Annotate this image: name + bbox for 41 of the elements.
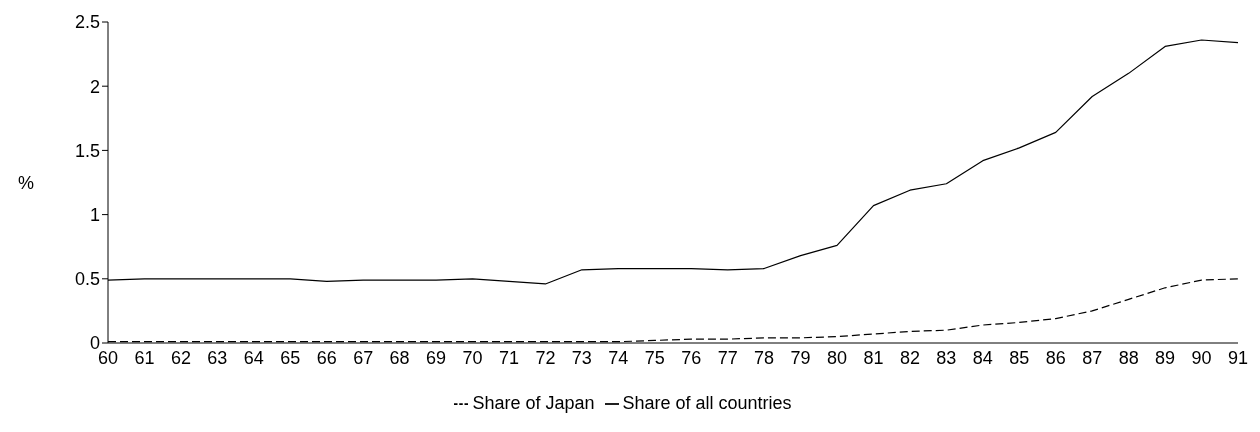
x-tick-label: 81 [863,347,884,368]
y-tick-label: 1 [89,204,100,225]
x-tick-label: 85 [1009,347,1030,368]
x-tick-label: 77 [717,347,738,368]
x-tick-label: 64 [243,347,264,368]
x-tick-label: 89 [1155,347,1176,368]
x-tick-label: 71 [498,347,519,368]
y-axis-title: % [18,172,35,193]
y-tick-label: 2 [89,76,100,97]
y-tick-label: 2.5 [74,12,100,33]
x-tick-label: 63 [207,347,228,368]
x-tick-label: 69 [426,347,447,368]
x-tick-label: 68 [389,347,410,368]
legend-label: Share of all countries [622,393,792,413]
x-tick-label: 70 [462,347,483,368]
x-tick-label: 62 [170,347,191,368]
x-tick-label: 73 [571,347,592,368]
x-tick-label: 74 [608,347,629,368]
x-tick-label: 65 [280,347,301,368]
x-tick-label: 84 [972,347,993,368]
x-tick-label: 76 [681,347,702,368]
x-tick-label: 61 [134,347,155,368]
y-tick-label: 0 [89,333,100,354]
x-tick-label: 83 [936,347,957,368]
x-tick-label: 80 [827,347,848,368]
x-tick-label: 66 [316,347,337,368]
legend-label: Share of Japan [472,393,595,413]
x-tick-label: 91 [1227,347,1249,368]
x-tick-label: 86 [1045,347,1066,368]
x-tick-label: 78 [754,347,775,368]
x-tick-label: 88 [1118,347,1139,368]
y-tick-label: 1.5 [74,140,100,161]
x-tick-label: 67 [353,347,374,368]
x-tick-label: 60 [97,347,119,368]
x-tick-label: 82 [899,347,920,368]
x-tick-label: 72 [535,347,556,368]
x-tick-label: 87 [1082,347,1103,368]
x-tick-label: 79 [790,347,811,368]
x-tick-label: 90 [1191,347,1212,368]
y-tick-label: 0.5 [74,269,100,290]
x-tick-label: 75 [644,347,665,368]
